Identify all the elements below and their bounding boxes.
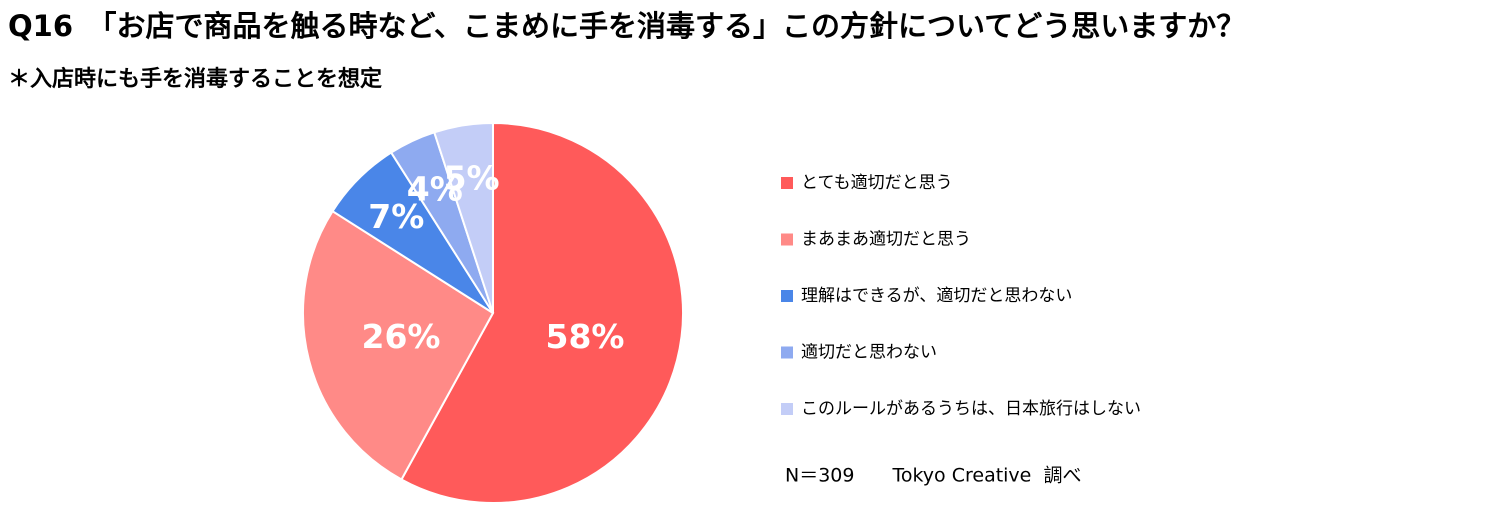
- data-label: 58%: [546, 317, 625, 356]
- pie-slice: [433, 121, 494, 314]
- legend-swatch: [781, 346, 793, 359]
- legend-label: まあまあ適切だと思う: [801, 230, 971, 250]
- data-label: 4%: [407, 170, 463, 209]
- legend-swatch: [781, 403, 793, 415]
- legend-swatch: [781, 233, 793, 246]
- chart-subtitle: ＊入店時にも手を消毒することを想定: [8, 66, 382, 92]
- pie-slice: [302, 209, 495, 481]
- legend-label: 適切だと思わない: [801, 343, 937, 363]
- legend-label: とても適切だと思う: [801, 173, 953, 193]
- legend-swatch: [781, 177, 793, 189]
- data-label: 5%: [444, 158, 500, 197]
- pie-slice: [400, 121, 684, 504]
- data-label: 7%: [368, 197, 424, 236]
- legend-swatch: [781, 290, 793, 302]
- note: N＝309 Tokyo Creative 調べ: [785, 465, 1081, 487]
- legend-label: このルールがあるうちは、日本旅行はしない: [801, 399, 1141, 419]
- chart-title: Q16 「お店で商品を触る時など、こまめに手を消毒する」この方針についてどう思い…: [8, 9, 1245, 43]
- data-label: 26%: [361, 317, 440, 356]
- legend-label: 理解はできるが、適切だと思わない: [801, 286, 1072, 306]
